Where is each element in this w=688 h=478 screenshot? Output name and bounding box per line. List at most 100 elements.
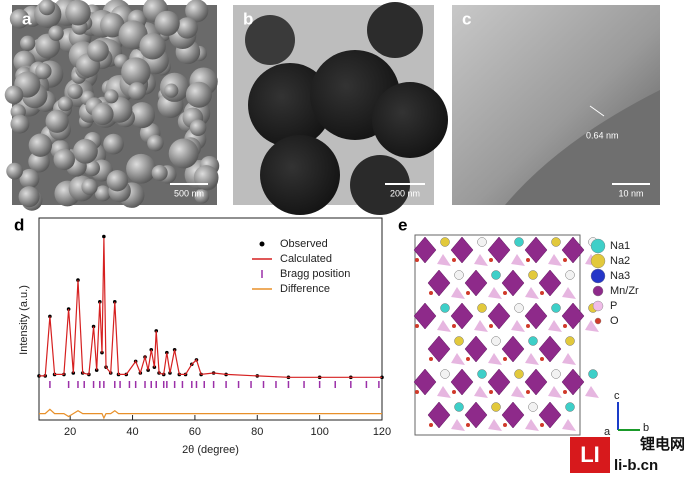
x-tick-label: 20 [64, 426, 76, 438]
octahedron [413, 368, 437, 396]
na-atom [514, 369, 524, 379]
na-atom [514, 303, 524, 313]
o-atom [489, 258, 493, 262]
legend-symbol [590, 268, 606, 284]
particle [73, 138, 98, 164]
na-atom [491, 402, 501, 412]
x-tick-label: 80 [251, 426, 263, 438]
panel-label: e [398, 215, 407, 234]
o-atom [415, 324, 419, 328]
legend-label: Bragg position [280, 268, 350, 280]
tetrahedron [488, 419, 502, 431]
o-atom [503, 291, 507, 295]
axis-label: a [604, 426, 611, 438]
watermark-logo: LI [580, 442, 600, 467]
particle [164, 83, 179, 98]
scale-bar-label: 500 nm [174, 188, 204, 198]
na-atom [454, 270, 464, 280]
tetrahedron [562, 287, 576, 299]
na-atom [477, 303, 487, 313]
y-axis-label: Intensity (a.u.) [18, 285, 30, 355]
na-atom [551, 237, 561, 247]
na-atom [565, 402, 575, 412]
octahedron [413, 302, 437, 330]
o-atom [503, 357, 507, 361]
tetrahedron [451, 353, 465, 365]
o-atom [540, 357, 544, 361]
octahedron [524, 368, 548, 396]
octahedron [427, 401, 451, 429]
particle [104, 89, 119, 104]
particle [103, 133, 124, 155]
legend-symbol [594, 317, 602, 325]
particle [154, 10, 180, 36]
legend-label: P [610, 300, 617, 312]
tetrahedron [548, 254, 562, 266]
particle [176, 17, 198, 39]
panel-label: b [243, 9, 253, 28]
o-atom [429, 423, 433, 427]
octahedron [501, 401, 525, 429]
particle [38, 0, 56, 16]
tetrahedron [585, 320, 599, 332]
particle [53, 148, 75, 171]
tetrahedron [488, 353, 502, 365]
na-atom [440, 369, 450, 379]
octahedron [450, 302, 474, 330]
octahedron [524, 236, 548, 264]
na-atom [477, 237, 487, 247]
panel-d: d 20 40 60 80 100 120 2θ (degree) Intensity (a.… [14, 215, 391, 455]
legend-symbol [590, 238, 606, 254]
octahedron [413, 236, 437, 264]
o-atom [540, 291, 544, 295]
tetrahedron [562, 353, 576, 365]
particle [84, 160, 101, 177]
o-atom [466, 423, 470, 427]
particle [86, 39, 109, 62]
na-atom [440, 303, 450, 313]
na-atom [528, 270, 538, 280]
watermark-url: li-b.cn [614, 457, 658, 474]
panel-a: a 500 nm [4, 0, 220, 211]
particle [6, 162, 23, 180]
tetrahedron [585, 386, 599, 398]
octahedron [561, 236, 585, 264]
particle [193, 165, 219, 190]
legend-label: Na1 [610, 240, 630, 252]
tetrahedron [451, 419, 465, 431]
particle [81, 178, 98, 196]
legend-label: Na2 [610, 255, 630, 267]
panel-b: b 200 nm [233, 2, 448, 215]
na-atom [588, 369, 598, 379]
na-atom [528, 336, 538, 346]
octahedron [524, 302, 548, 330]
octahedron [561, 368, 585, 396]
tetrahedron [525, 287, 539, 299]
o-atom [526, 390, 530, 394]
tetrahedron [488, 287, 502, 299]
scale-bar-label: 200 nm [390, 188, 420, 198]
octahedron [538, 401, 562, 429]
lattice-spacing-label: 0.64 nm [586, 130, 619, 140]
observed-point [98, 300, 102, 304]
legend-label: Observed [280, 238, 328, 250]
x-tick-label: 120 [373, 426, 391, 438]
o-atom [415, 258, 419, 262]
panel-e: e Na1 Na2 Na3 Mn/Zr PO [398, 215, 639, 436]
x-tick-label: 100 [310, 426, 328, 438]
octahedron [501, 335, 525, 363]
panel-label: a [22, 9, 32, 28]
particle [168, 138, 199, 169]
particle [121, 57, 151, 87]
axis-label: c [614, 390, 620, 402]
legend-symbol [259, 241, 265, 247]
na-atom [477, 369, 487, 379]
particle [129, 102, 156, 129]
tetrahedron [474, 254, 488, 266]
na-atom [491, 270, 501, 280]
legend-symbol [592, 285, 604, 297]
particle [189, 119, 207, 137]
octahedron [464, 401, 488, 429]
panel-label: c [462, 9, 471, 28]
x-tick-label: 60 [189, 426, 201, 438]
